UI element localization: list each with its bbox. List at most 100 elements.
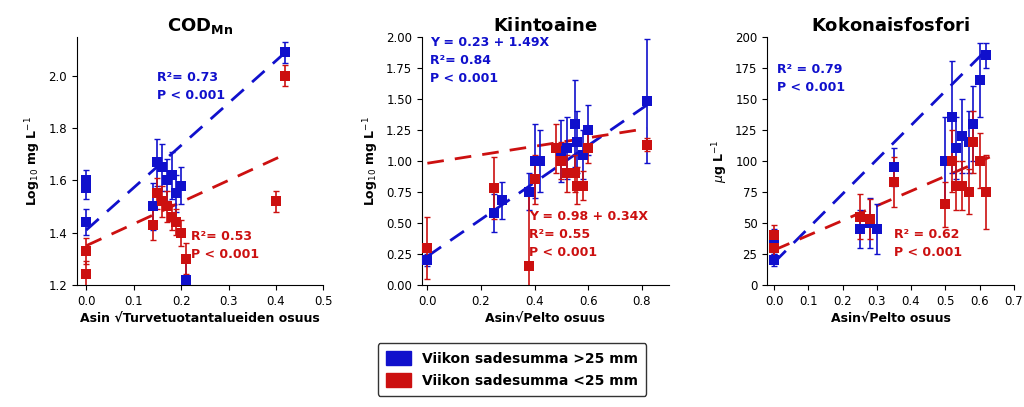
Text: P < 0.001: P < 0.001 — [894, 246, 962, 259]
Point — [978, 52, 994, 59]
Point — [419, 244, 435, 251]
X-axis label: Asin√Pelto osuus: Asin√Pelto osuus — [485, 313, 605, 326]
Point — [954, 133, 971, 139]
Point — [486, 210, 503, 216]
Text: R²= 0.55: R²= 0.55 — [529, 228, 590, 241]
Point — [766, 232, 782, 239]
Point — [486, 185, 503, 191]
Y-axis label: Log$_{10}$ mg L$^{-1}$: Log$_{10}$ mg L$^{-1}$ — [24, 116, 43, 206]
Point — [978, 188, 994, 195]
Point — [766, 257, 782, 263]
Y-axis label: $\mu$g L$^{-1}$: $\mu$g L$^{-1}$ — [710, 139, 729, 183]
Point — [78, 248, 94, 254]
Point — [419, 257, 435, 263]
Point — [154, 198, 170, 205]
Text: Y = 0.98 + 0.34X: Y = 0.98 + 0.34X — [529, 210, 648, 223]
Point — [159, 203, 175, 210]
Point — [521, 263, 538, 269]
Point — [962, 188, 978, 195]
Point — [965, 120, 981, 127]
Point — [168, 219, 184, 225]
X-axis label: Asin √Turvetuotantalueiden osuus: Asin √Turvetuotantalueiden osuus — [80, 313, 319, 326]
Y-axis label: Log$_{10}$ mg L$^{-1}$: Log$_{10}$ mg L$^{-1}$ — [361, 116, 381, 206]
Point — [574, 182, 591, 189]
Point — [965, 139, 981, 145]
Point — [566, 170, 583, 177]
Text: P < 0.001: P < 0.001 — [777, 81, 846, 94]
Point — [164, 172, 180, 178]
Point — [954, 182, 971, 189]
Point — [178, 256, 195, 262]
Point — [144, 203, 161, 210]
Text: P < 0.001: P < 0.001 — [430, 72, 498, 85]
Point — [154, 164, 170, 171]
Legend: Viikon sadesumma >25 mm, Viikon sadesumma <25 mm: Viikon sadesumma >25 mm, Viikon sadesumm… — [378, 343, 646, 396]
Point — [178, 276, 195, 283]
Point — [150, 190, 166, 197]
Point — [553, 158, 569, 164]
Title: $\bf{COD_{Mn}}$: $\bf{COD_{Mn}}$ — [167, 16, 233, 36]
Point — [278, 72, 294, 79]
Point — [267, 198, 284, 205]
Point — [495, 197, 511, 204]
Point — [852, 213, 868, 220]
Point — [962, 139, 978, 145]
Point — [78, 185, 94, 191]
Point — [173, 182, 189, 189]
Point — [558, 170, 574, 177]
Point — [159, 177, 175, 184]
Point — [868, 226, 885, 232]
Text: R² = 0.79: R² = 0.79 — [777, 63, 843, 77]
Point — [566, 120, 583, 127]
Point — [569, 182, 586, 189]
Text: R² = 0.62: R² = 0.62 — [894, 228, 959, 241]
Point — [526, 176, 543, 183]
Point — [574, 151, 591, 158]
Point — [862, 220, 879, 226]
Text: P < 0.001: P < 0.001 — [158, 89, 225, 101]
Point — [569, 139, 586, 145]
Text: Y = 0.23 + 1.49X: Y = 0.23 + 1.49X — [430, 36, 549, 49]
Point — [862, 216, 879, 222]
Point — [164, 214, 180, 220]
Point — [937, 201, 953, 208]
Point — [168, 190, 184, 197]
Point — [766, 244, 782, 251]
Point — [766, 238, 782, 245]
Title: $\bf{Kokonaisfosfori}$: $\bf{Kokonaisfosfori}$ — [811, 17, 970, 35]
Point — [78, 219, 94, 225]
Point — [947, 145, 964, 151]
Point — [852, 226, 868, 232]
Point — [947, 182, 964, 189]
Title: $\bf{Kiintoaine}$: $\bf{Kiintoaine}$ — [493, 17, 598, 35]
Point — [531, 158, 548, 164]
Point — [553, 148, 569, 154]
Text: P < 0.001: P < 0.001 — [190, 248, 259, 261]
Point — [972, 158, 988, 164]
Point — [639, 98, 655, 105]
Point — [173, 230, 189, 236]
Point — [558, 145, 574, 151]
Text: R²= 0.53: R²= 0.53 — [190, 230, 252, 243]
Point — [78, 271, 94, 278]
Point — [944, 114, 961, 120]
Point — [886, 164, 902, 170]
Point — [526, 158, 543, 164]
Point — [548, 145, 564, 151]
Text: R²= 0.84: R²= 0.84 — [430, 54, 492, 67]
Text: P < 0.001: P < 0.001 — [529, 245, 597, 258]
Point — [150, 159, 166, 165]
Point — [78, 177, 94, 184]
Point — [972, 77, 988, 83]
Point — [886, 179, 902, 185]
Point — [937, 158, 953, 164]
Point — [580, 127, 596, 133]
Point — [278, 49, 294, 56]
Point — [521, 188, 538, 195]
Text: R²= 0.73: R²= 0.73 — [158, 71, 218, 84]
Point — [580, 145, 596, 151]
Point — [639, 141, 655, 148]
Point — [144, 221, 161, 228]
X-axis label: Asin√Pelto osuus: Asin√Pelto osuus — [830, 313, 950, 326]
Point — [944, 158, 961, 164]
